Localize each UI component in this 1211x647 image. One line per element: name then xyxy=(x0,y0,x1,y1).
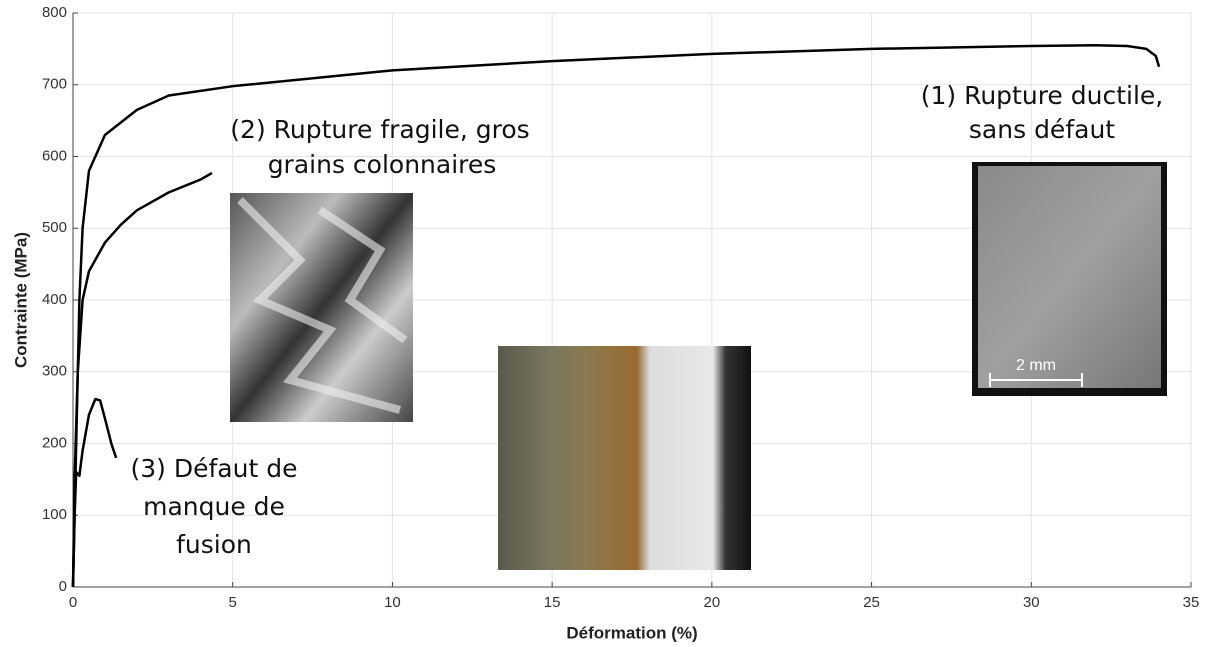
annotation: (3) Défaut de xyxy=(131,454,298,483)
annotation: fusion xyxy=(176,530,252,559)
fracture-photo xyxy=(230,193,413,422)
y-tick-label: 700 xyxy=(42,76,67,93)
x-tick-label: 35 xyxy=(1183,594,1200,611)
annotation: (2) Rupture fragile, gros xyxy=(230,115,529,144)
y-tick-label: 500 xyxy=(42,219,67,236)
y-tick-label: 200 xyxy=(42,434,67,451)
scale-bar-label: 2 mm xyxy=(1016,357,1056,374)
x-tick-label: 25 xyxy=(863,594,880,611)
x-tick-label: 30 xyxy=(1023,594,1040,611)
x-tick-label: 20 xyxy=(704,594,721,611)
x-axis-label: Déformation (%) xyxy=(566,623,697,642)
y-tick-label: 300 xyxy=(42,363,67,380)
y-tick-label: 600 xyxy=(42,147,67,164)
y-axis-label: Contrainte (MPa) xyxy=(11,232,30,368)
x-tick-label: 0 xyxy=(69,594,77,611)
y-tick-label: 400 xyxy=(42,291,67,308)
fracture-photo xyxy=(498,346,751,570)
annotation: manque de xyxy=(143,492,285,521)
annotation: grains colonnaires xyxy=(268,150,497,179)
photo-texture xyxy=(237,197,408,414)
x-tick-label: 10 xyxy=(384,594,401,611)
stress-strain-curve xyxy=(71,44,1161,588)
y-tick-label: 800 xyxy=(42,4,67,21)
x-tick-label: 5 xyxy=(229,594,237,611)
y-tick-label: 0 xyxy=(59,578,67,595)
x-tick-label: 15 xyxy=(544,594,561,611)
y-tick-label: 100 xyxy=(42,506,67,523)
annotation: sans défaut xyxy=(969,115,1115,144)
annotation: (1) Rupture ductile, xyxy=(921,81,1164,110)
stress-strain-curve xyxy=(71,397,118,588)
fracture-photo xyxy=(978,166,1161,388)
stress-strain-curve xyxy=(71,171,213,588)
